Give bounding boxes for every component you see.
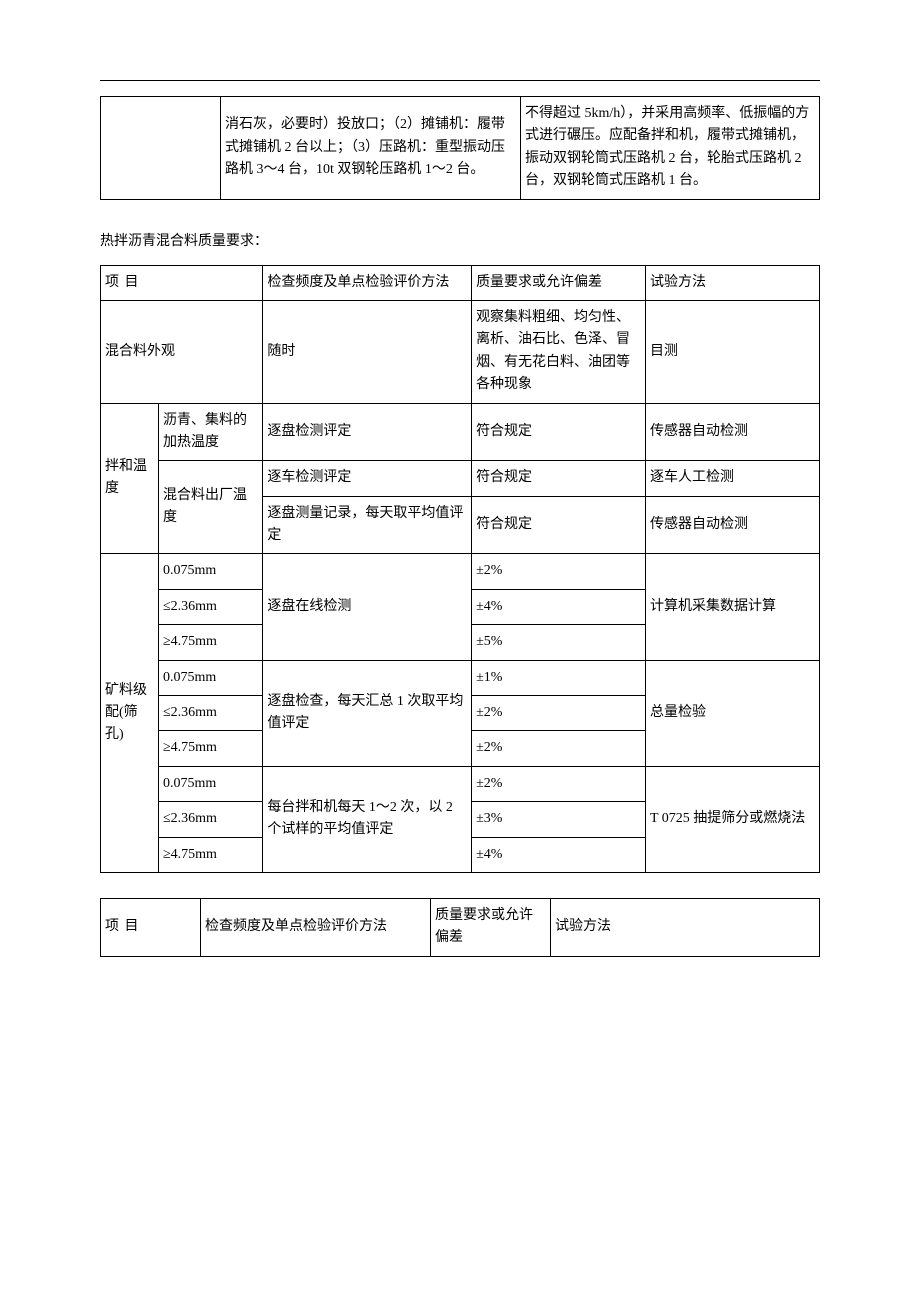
cell-equipment-left: 消石灰，必要时）投放口；（2）摊铺机：履带式摊铺机 2 台以上；（3）压路机：重… [221,97,521,200]
cell-g3-v3: ±4% [472,837,646,872]
cell-size-b: ≤2.36mm [158,589,262,624]
equipment-table: 消石灰，必要时）投放口；（2）摊铺机：履带式摊铺机 2 台以上；（3）压路机：重… [100,96,820,200]
cell-temp-row1-quality: 符合规定 [472,403,646,461]
cell-size-b2: ≤2.36mm [158,696,262,731]
header-method: 试验方法 [646,265,820,300]
header-item: 项 目 [101,265,263,300]
t3-quality: 质量要求或允许偏差 [431,898,551,956]
t3-method: 试验方法 [551,898,820,956]
cell-g1-v1: ±2% [472,554,646,589]
cell-g2-method: 总量检验 [646,660,820,766]
cell-temp-row3-method: 传感器自动检测 [646,496,820,554]
table-row: 拌和温度 沥青、集料的加热温度 逐盘检测评定 符合规定 传感器自动检测 [101,403,820,461]
cell-temp-row1-method: 传感器自动检测 [646,403,820,461]
cell-appearance-label: 混合料外观 [101,300,263,403]
t3-item: 项 目 [101,898,201,956]
table-row: 混合料外观 随时 观察集料粗细、均匀性、离析、油石比、色泽、冒烟、有无花白料、油… [101,300,820,403]
cell-temp-row3-check: 逐盘测量记录，每天取平均值评定 [263,496,472,554]
cell-size-b3: ≤2.36mm [158,802,262,837]
quality-requirements-table: 项 目 检查频度及单点检验评价方法 质量要求或允许偏差 试验方法 混合料外观 随… [100,265,820,873]
cell-temp-row2-check: 逐车检测评定 [263,461,472,496]
cell-size-a2: 0.075mm [158,660,262,695]
table-row: 项 目 检查频度及单点检验评价方法 质量要求或允许偏差 试验方法 [101,898,820,956]
cell-empty [101,97,221,200]
cell-size-a3: 0.075mm [158,766,262,801]
table-row: 消石灰，必要时）投放口；（2）摊铺机：履带式摊铺机 2 台以上；（3）压路机：重… [101,97,820,200]
cell-size-c: ≥4.75mm [158,625,262,660]
cell-g3-check: 每台拌和机每天 1～2 次，以 2 个试样的平均值评定 [263,766,472,872]
cell-temp-row1-check: 逐盘检测评定 [263,403,472,461]
table-row: 0.075mm 每台拌和机每天 1～2 次，以 2 个试样的平均值评定 ±2% … [101,766,820,801]
cell-g2-v1: ±1% [472,660,646,695]
cell-equipment-right: 不得超过 5km/h），并采用高频率、低振幅的方式进行碾压。应配备拌和机，履带式… [521,97,820,200]
page-top-underline [100,80,820,81]
t3-check: 检查频度及单点检验评价方法 [201,898,431,956]
cell-gradation-group: 矿料级配(筛孔) [101,554,159,873]
section-title: 热拌沥青混合料质量要求： [100,230,820,250]
cell-appearance-quality: 观察集料粗细、均匀性、离析、油石比、色泽、冒烟、有无花白料、油团等各种现象 [472,300,646,403]
table-row: 0.075mm 逐盘检查，每天汇总 1 次取平均值评定 ±1% 总量检验 [101,660,820,695]
cell-g1-check: 逐盘在线检测 [263,554,472,660]
cell-size-c3: ≥4.75mm [158,837,262,872]
cell-temp-row1: 沥青、集料的加热温度 [158,403,262,461]
cell-size-c2: ≥4.75mm [158,731,262,766]
cell-appearance-method: 目测 [646,300,820,403]
cell-appearance-check: 随时 [263,300,472,403]
cell-g3-v2: ±3% [472,802,646,837]
cell-g2-check: 逐盘检查，每天汇总 1 次取平均值评定 [263,660,472,766]
cell-g1-method: 计算机采集数据计算 [646,554,820,660]
cell-g1-v2: ±4% [472,589,646,624]
cell-temp-row3-quality: 符合规定 [472,496,646,554]
cell-g2-v3: ±2% [472,731,646,766]
header-quality: 质量要求或允许偏差 [472,265,646,300]
cell-g3-method: T 0725 抽提筛分或燃烧法 [646,766,820,872]
cell-g2-v2: ±2% [472,696,646,731]
cell-g1-v3: ±5% [472,625,646,660]
header-check: 检查频度及单点检验评价方法 [263,265,472,300]
cell-g3-v1: ±2% [472,766,646,801]
cell-temp-row2-method: 逐车人工检测 [646,461,820,496]
cell-temp-row2-quality: 符合规定 [472,461,646,496]
cell-size-a: 0.075mm [158,554,262,589]
cell-temp-group: 拌和温度 [101,403,159,554]
cell-temp-row2: 混合料出厂温度 [158,461,262,554]
table-row: 混合料出厂温度 逐车检测评定 符合规定 逐车人工检测 [101,461,820,496]
table-header-row: 项 目 检查频度及单点检验评价方法 质量要求或允许偏差 试验方法 [101,265,820,300]
summary-header-table: 项 目 检查频度及单点检验评价方法 质量要求或允许偏差 试验方法 [100,898,820,957]
table-row: 矿料级配(筛孔) 0.075mm 逐盘在线检测 ±2% 计算机采集数据计算 [101,554,820,589]
